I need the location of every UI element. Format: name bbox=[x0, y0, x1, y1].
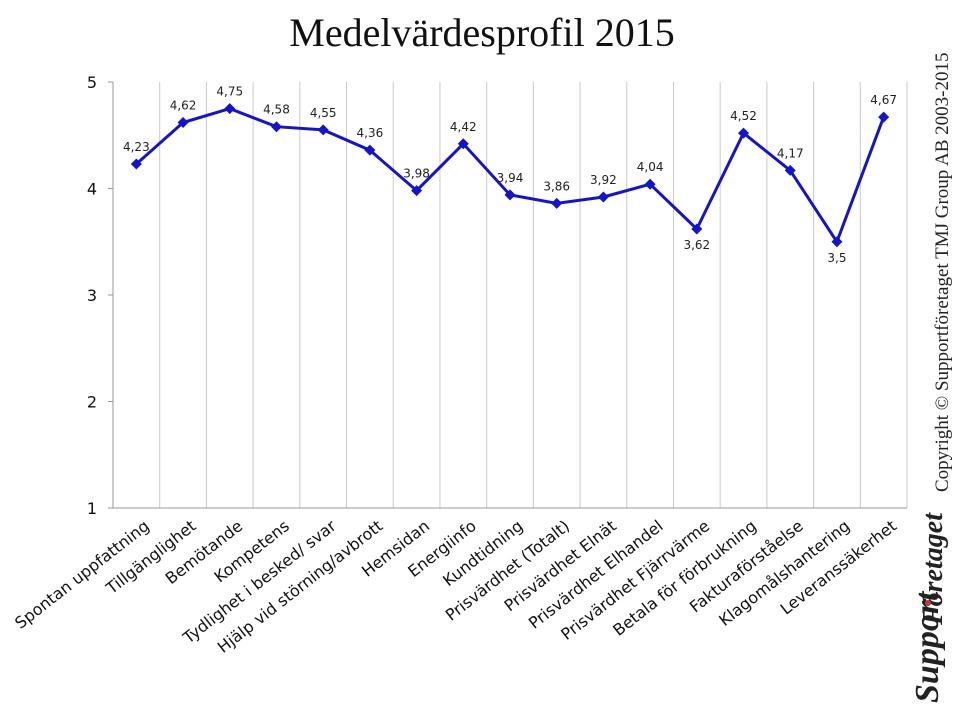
logo-dot-icon bbox=[925, 600, 931, 606]
data-label: 4,42 bbox=[450, 120, 477, 134]
data-label: 4,04 bbox=[637, 160, 664, 174]
data-point-marker bbox=[224, 103, 236, 115]
data-label: 3,86 bbox=[543, 179, 570, 193]
data-point-marker bbox=[411, 185, 423, 197]
data-point-marker bbox=[738, 127, 750, 139]
y-tick-label: 2 bbox=[87, 393, 97, 412]
x-axis-ticks: Spontan uppfattningTillgänglighetBemötan… bbox=[11, 516, 900, 657]
gridlines bbox=[159, 82, 908, 508]
y-tick-label: 5 bbox=[87, 73, 97, 92]
data-label: 4,75 bbox=[216, 85, 243, 99]
data-point-marker bbox=[317, 124, 329, 136]
data-labels: 4,23 4,62 4,75 4,58 4,55 4,36 3,98 4,42 3,94 3,86… bbox=[123, 85, 897, 265]
data-point-marker bbox=[177, 116, 189, 128]
data-point-marker bbox=[691, 223, 703, 235]
chart-title: Medelvärdesprofil 2015 bbox=[289, 10, 674, 55]
data-label: 3,62 bbox=[683, 238, 710, 252]
data-label: 3,92 bbox=[590, 173, 617, 187]
data-point-marker bbox=[551, 197, 563, 209]
logo-word-foretaget: Företaget bbox=[918, 512, 949, 626]
y-tick-label: 4 bbox=[87, 180, 97, 199]
data-label: 4,23 bbox=[123, 140, 150, 154]
data-point-marker bbox=[504, 189, 516, 201]
data-label: 3,5 bbox=[827, 251, 846, 265]
data-point-marker bbox=[878, 111, 890, 123]
data-point-marker bbox=[784, 164, 796, 176]
data-label: 4,67 bbox=[870, 93, 897, 107]
data-point-marker bbox=[644, 178, 656, 190]
data-label: 4,17 bbox=[777, 146, 804, 160]
data-point-marker bbox=[831, 236, 843, 248]
y-tick-label: 3 bbox=[87, 286, 97, 305]
data-point-marker bbox=[457, 138, 469, 150]
support-foretaget-logo: Support Företaget bbox=[909, 512, 949, 703]
data-label: 3,94 bbox=[497, 171, 524, 185]
data-point-marker bbox=[597, 191, 609, 203]
data-label: 3,98 bbox=[403, 167, 430, 181]
data-label: 4,55 bbox=[310, 106, 337, 120]
data-label: 4,52 bbox=[730, 109, 757, 123]
y-tick-label: 1 bbox=[87, 499, 97, 518]
data-label: 4,62 bbox=[170, 98, 197, 112]
data-point-marker bbox=[270, 121, 282, 133]
logo-word-support: Support bbox=[909, 590, 946, 703]
data-points bbox=[130, 103, 890, 248]
data-label: 4,36 bbox=[357, 126, 384, 140]
copyright-text: Copyright © Supportföretaget TMJ Group A… bbox=[932, 53, 953, 492]
data-label: 4,58 bbox=[263, 103, 290, 117]
data-point-marker bbox=[130, 158, 142, 170]
data-point-marker bbox=[364, 144, 376, 156]
y-axis-ticks: 1 2 3 4 5 bbox=[87, 73, 113, 518]
